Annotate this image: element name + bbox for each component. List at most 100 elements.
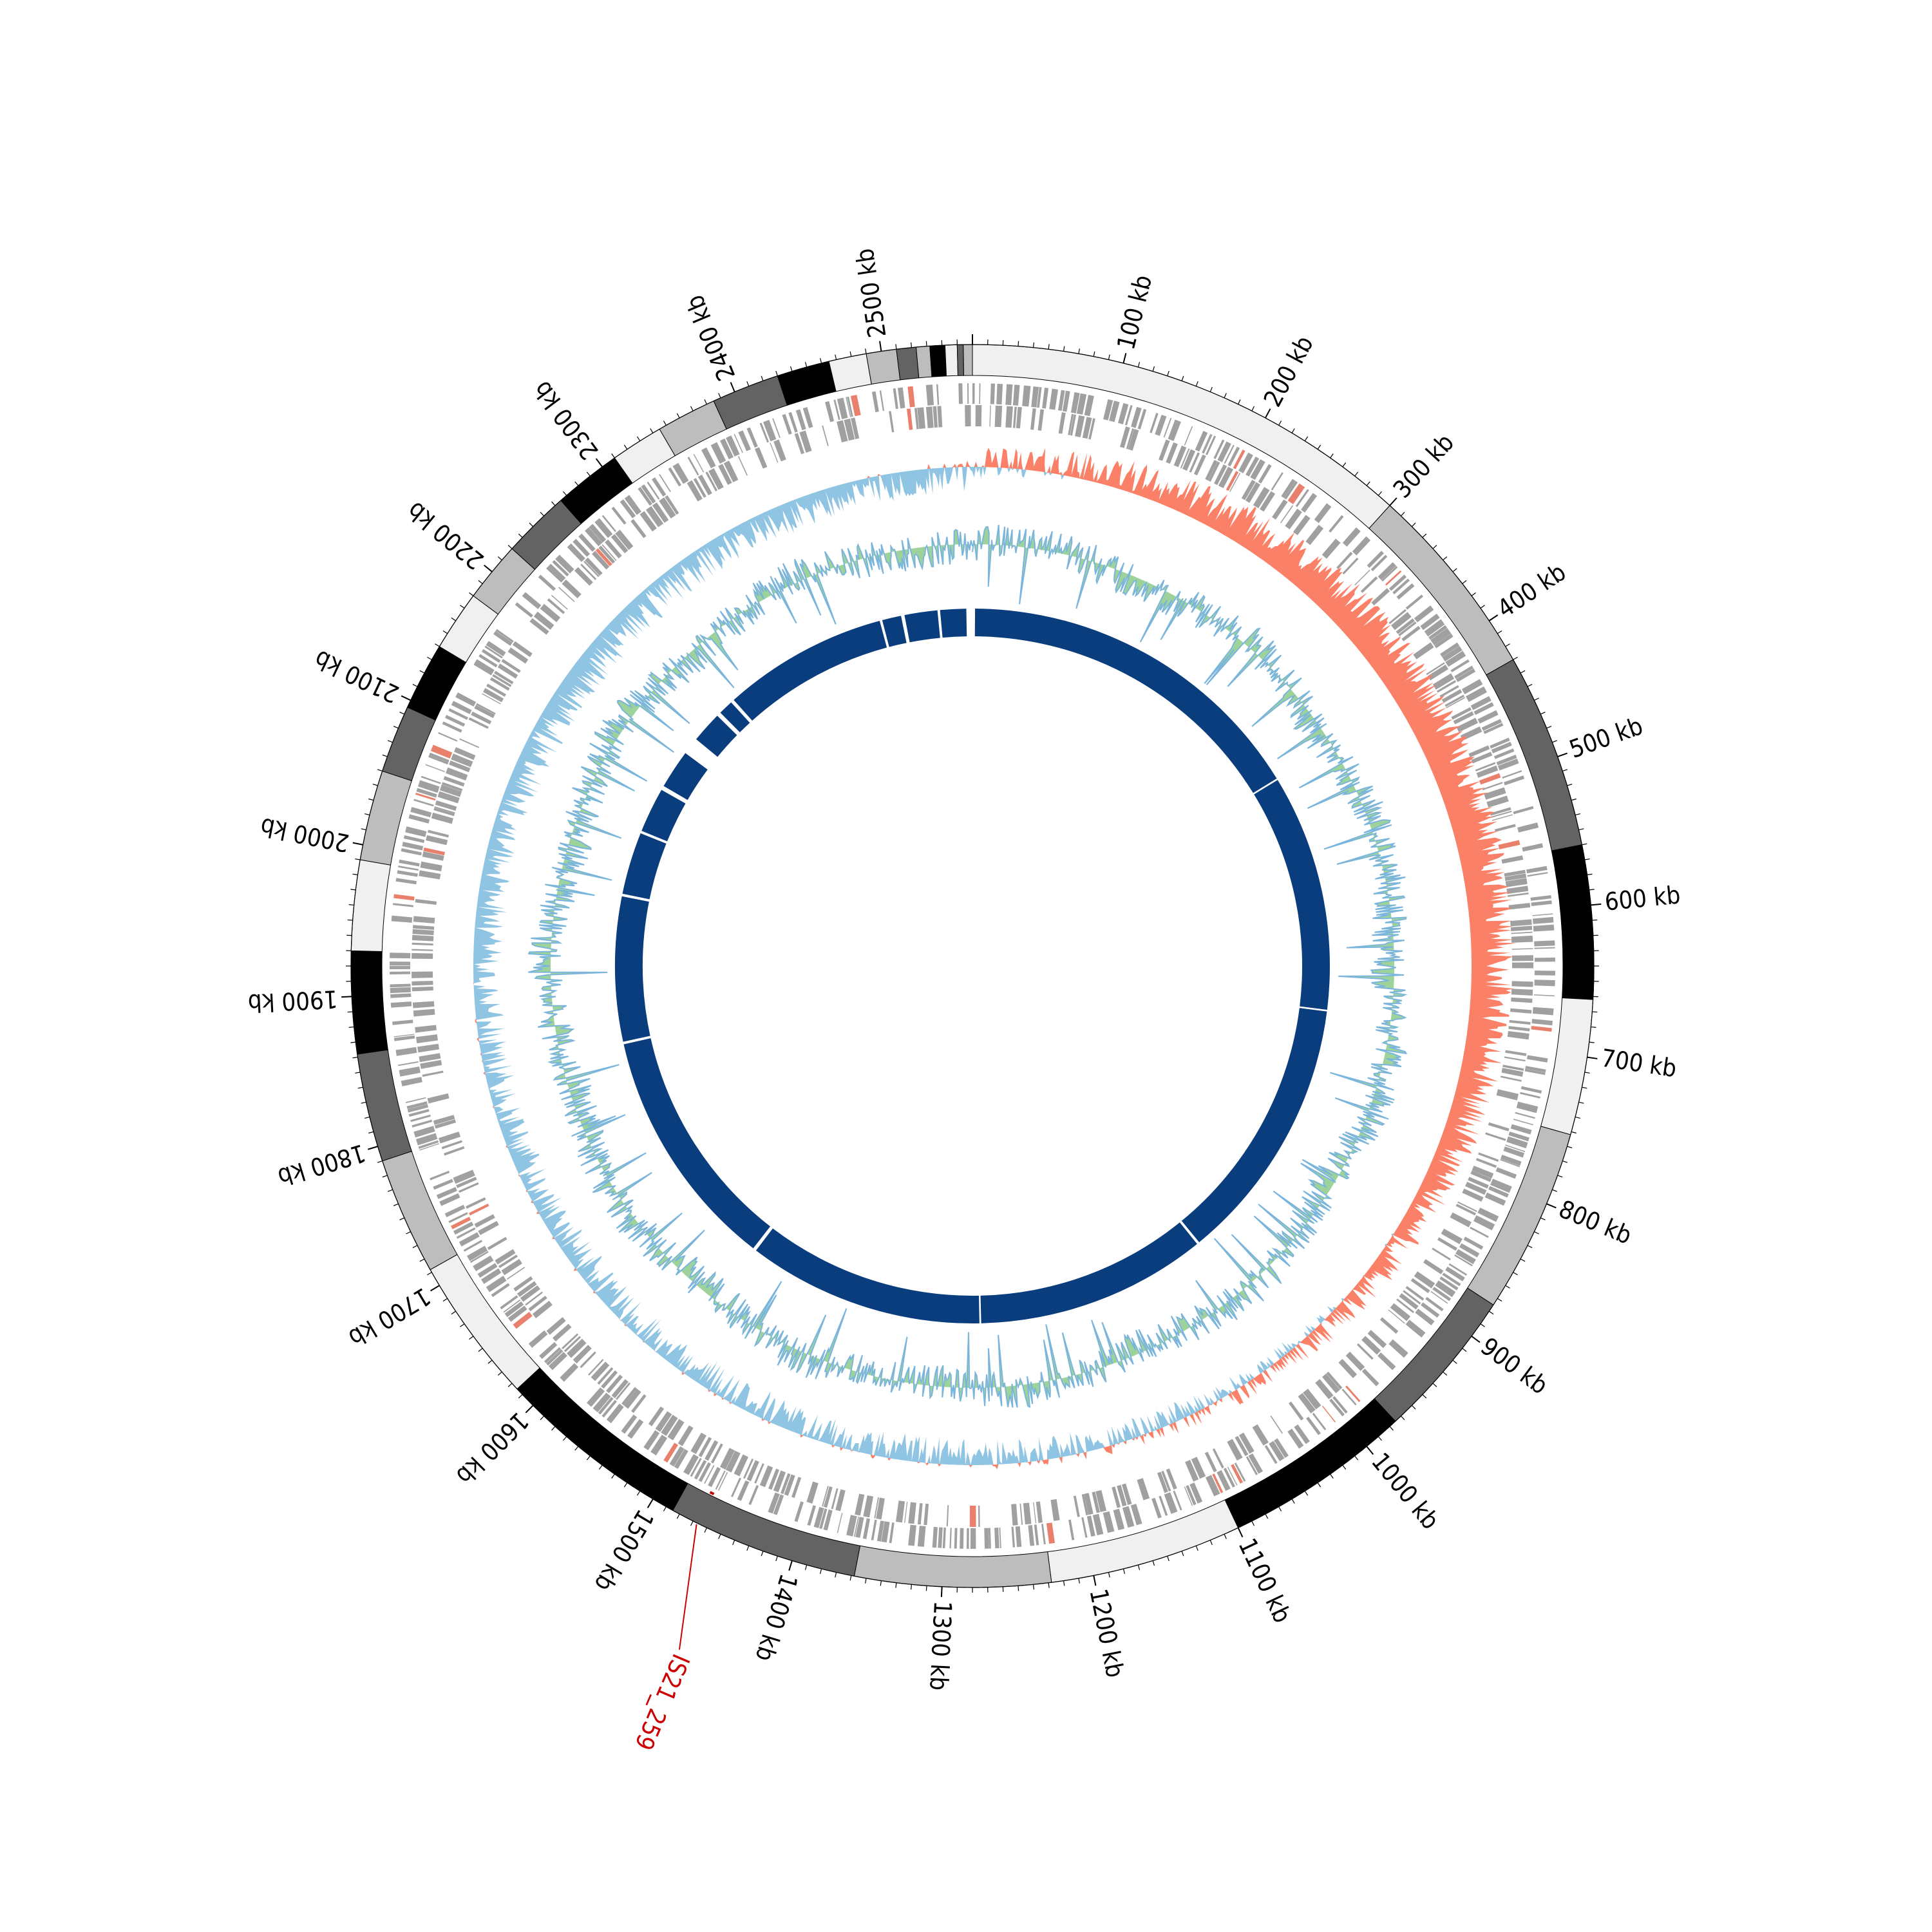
feature-block	[1238, 452, 1253, 473]
feature-block	[451, 1217, 471, 1229]
feature-block	[586, 1387, 605, 1407]
minor-tick	[1567, 1146, 1573, 1149]
feature-block	[855, 1493, 865, 1516]
minor-tick	[1452, 1359, 1457, 1364]
feature-block	[1506, 886, 1529, 895]
feature-block	[1496, 754, 1517, 766]
feature-block	[1410, 1278, 1430, 1293]
feature-block	[528, 1330, 548, 1348]
feature-block	[1371, 588, 1390, 606]
minor-tick	[1018, 1586, 1019, 1591]
feature-block	[1378, 562, 1397, 580]
feature-block	[1184, 1486, 1193, 1506]
minor-tick	[880, 1580, 882, 1586]
feature-block	[1473, 1215, 1495, 1231]
minor-tick	[835, 354, 837, 360]
feature-block	[418, 1140, 439, 1150]
feature-block	[726, 435, 740, 457]
feature-block	[482, 693, 501, 705]
feature-block	[448, 708, 468, 720]
minor-tick	[1571, 798, 1577, 801]
minor-tick	[586, 1455, 591, 1461]
feature-block	[630, 1394, 647, 1414]
feature-block	[573, 1345, 592, 1364]
feature-block	[876, 1497, 885, 1520]
feature-block	[794, 433, 805, 455]
minor-tick	[1540, 712, 1546, 715]
minor-tick	[406, 1231, 411, 1235]
feature-block	[390, 983, 411, 988]
feature-block	[1037, 409, 1045, 431]
feature-block	[907, 386, 915, 408]
feature-block	[1315, 1379, 1334, 1399]
feature-block	[1086, 1515, 1095, 1537]
feature-block	[406, 1101, 428, 1110]
feature-block	[782, 413, 792, 435]
minor-tick	[1582, 843, 1587, 846]
feature-block	[1159, 1495, 1168, 1516]
feature-block	[516, 1281, 537, 1297]
feature-block	[1482, 782, 1503, 791]
feature-block	[1533, 924, 1555, 932]
feature-block	[611, 534, 629, 554]
minor-tick	[925, 1586, 927, 1591]
alignment-block	[974, 609, 1277, 793]
tick-label: 1100 kb	[1233, 1534, 1296, 1627]
feature-block	[578, 533, 596, 552]
minor-tick	[1251, 406, 1255, 412]
feature-block	[567, 1338, 587, 1358]
minor-tick	[775, 1556, 778, 1562]
minor-tick	[1411, 1405, 1416, 1410]
feature-block	[1434, 633, 1454, 649]
feature-block	[1217, 1470, 1231, 1492]
feature-block	[1303, 1388, 1321, 1410]
feature-block	[1527, 872, 1548, 877]
feature-block	[1439, 685, 1459, 698]
feature-block	[413, 916, 435, 923]
minor-tick	[819, 1568, 822, 1574]
feature-block	[1206, 435, 1217, 455]
feature-block	[419, 870, 441, 880]
minor-tick	[1589, 1041, 1595, 1043]
feature-block	[1465, 1182, 1487, 1195]
feature-block	[395, 1046, 417, 1056]
minor-tick	[352, 873, 358, 875]
feature-block	[1112, 1486, 1121, 1508]
feature-block	[595, 548, 612, 567]
minor-tick	[1452, 568, 1457, 573]
feature-block	[645, 506, 664, 527]
feature-block	[825, 401, 835, 422]
contig-segment	[963, 344, 973, 376]
minor-tick	[623, 444, 628, 450]
feature-block	[1212, 1473, 1224, 1493]
feature-block	[441, 1140, 462, 1150]
feature-block	[1321, 1405, 1336, 1423]
feature-block	[426, 835, 448, 846]
feature-block	[415, 1133, 438, 1146]
feature-block	[1260, 491, 1276, 512]
feature-block	[937, 406, 943, 428]
minor-tick	[1366, 481, 1370, 486]
feature-block	[1500, 1075, 1522, 1082]
feature-block	[1511, 931, 1533, 934]
feature-block	[410, 806, 432, 818]
tick-label: 1400 kb	[750, 1571, 803, 1665]
feature-block	[1326, 1371, 1343, 1390]
feature-block	[435, 800, 457, 811]
feature-block	[560, 1363, 579, 1382]
feature-block	[638, 487, 652, 506]
feature-block	[1161, 1470, 1171, 1492]
feature-block	[456, 1227, 476, 1239]
feature-block	[416, 1034, 438, 1044]
feature-block	[917, 1526, 926, 1547]
feature-block	[708, 1466, 721, 1488]
minor-tick	[478, 580, 483, 584]
feature-block	[1428, 625, 1448, 640]
feature-block	[1425, 1296, 1444, 1312]
feature-block	[1186, 1485, 1197, 1506]
feature-block	[627, 1419, 644, 1439]
feature-block	[433, 808, 455, 817]
feature-block	[1468, 745, 1490, 757]
feature-block	[1076, 393, 1087, 415]
alignment-block	[622, 833, 667, 900]
